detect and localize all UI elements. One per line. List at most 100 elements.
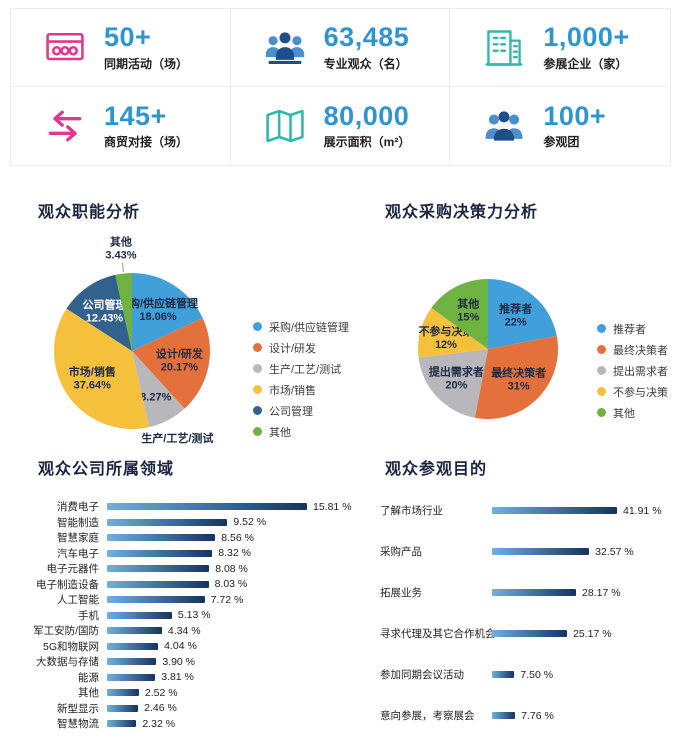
pie-label: 37.64% <box>74 380 112 392</box>
bar-row: 消费电子 15.81 % <box>15 499 360 515</box>
bar-row: 意向参展，考察展会 7.76 % <box>380 695 676 736</box>
pie-label: 18.06% <box>139 311 177 323</box>
group-icon <box>480 104 528 148</box>
legend-dot <box>253 322 262 331</box>
bar-track: 9.52 % <box>107 516 360 528</box>
pie-label: 3.43% <box>105 250 136 262</box>
bar-category-label: 汽车电子 <box>57 547 99 560</box>
bar-track: 32.57 % <box>492 546 676 558</box>
bar-track: 15.81 % <box>107 501 360 513</box>
legend-label: 其他 <box>613 407 635 420</box>
job-function-chart-title: 观众职能分析 <box>38 204 141 221</box>
stat-text: 145+ 商贸对接（场） <box>104 101 188 150</box>
stat-card-events: 50+ 同期活动（场） <box>11 9 231 87</box>
legend-item: 生产/工艺/测试 <box>253 358 349 379</box>
legend-label: 采购/供应链管理 <box>269 321 350 334</box>
bar-row: 人工智能 7.72 % <box>15 592 360 608</box>
pie-label: 推荐者 <box>499 302 532 316</box>
bar-row: 5G和物联网 4.04 % <box>15 639 360 655</box>
legend-dot <box>597 366 606 375</box>
legend-dot <box>253 427 262 436</box>
stat-card-matchmaking: 145+ 商贸对接（场） <box>11 87 231 165</box>
bar-track: 3.90 % <box>107 656 360 668</box>
stat-label: 参观团 <box>543 135 580 150</box>
pie-label: 生产/工艺/测试 <box>141 431 213 445</box>
bar <box>107 596 205 604</box>
audience-icon <box>261 26 309 70</box>
legend-dot <box>253 385 262 394</box>
bar-category-label: 智能制造 <box>57 516 99 529</box>
bar-track: 41.91 % <box>492 505 676 517</box>
legend-label: 推荐者 <box>613 323 646 336</box>
pie-slice <box>418 307 488 358</box>
bar-value: 2.46 % <box>144 702 177 715</box>
industry-chart-title: 观众公司所属领域 <box>38 461 175 478</box>
pie-label: 8.27% <box>140 392 171 404</box>
legend-item: 其他 <box>597 402 668 423</box>
stat-card-visitors: 63,485 专业观众（名） <box>230 9 451 87</box>
bar-row: 大数据与存储 3.90 % <box>15 654 360 670</box>
bar-row: 电子元器件 8.08 % <box>15 561 360 577</box>
bar-row: 参加同期会议活动 7.50 % <box>380 654 676 695</box>
bar-row: 能源 3.81 % <box>15 670 360 686</box>
pie-slice <box>431 279 488 349</box>
legend-dot <box>597 387 606 396</box>
bar-value: 3.90 % <box>162 655 196 668</box>
bar-track: 8.56 % <box>107 532 360 544</box>
bar-track: 3.81 % <box>107 671 360 683</box>
pie-label: 20% <box>445 380 467 392</box>
legend-label: 最终决策者 <box>613 344 668 357</box>
legend-item: 采购/供应链管理 <box>253 316 349 337</box>
bar <box>107 565 210 573</box>
legend-label: 不参与决策 <box>613 386 668 399</box>
bar <box>107 611 172 619</box>
pie-slice <box>132 351 185 428</box>
bar-category-label: 其他 <box>78 687 99 700</box>
pie-slice <box>418 349 488 418</box>
pie-label: 15% <box>457 311 479 323</box>
legend-label: 其他 <box>269 426 291 439</box>
stat-value: 80,000 <box>323 100 410 131</box>
bar-track: 7.50 % <box>492 669 676 681</box>
legend-dot <box>597 345 606 354</box>
bar-row: 了解市场行业 41.91 % <box>380 490 676 531</box>
legend-label: 设计/研发 <box>269 342 317 355</box>
pie-label: 最终决策者 <box>491 366 546 380</box>
pie-slice <box>132 273 203 351</box>
bar-value: 2.52 % <box>144 686 178 699</box>
stat-label: 参展企业（家） <box>543 56 628 71</box>
bar-track: 4.04 % <box>107 640 360 652</box>
bar-category-label: 电子制造设备 <box>36 578 99 591</box>
bar <box>492 630 568 637</box>
pie-label: 20.17% <box>161 361 199 373</box>
bar-track: 2.46 % <box>107 702 360 714</box>
bar-category-label: 新型显示 <box>57 702 99 715</box>
legend-label: 公司管理 <box>269 405 313 418</box>
legend-dot <box>253 364 262 373</box>
bar-category-label: 大数据与存储 <box>36 656 99 669</box>
bar-value: 8.56 % <box>221 531 254 544</box>
legend-item: 公司管理 <box>253 400 349 421</box>
pie-label: 设计/研发 <box>156 346 204 360</box>
pie-label: 市场/销售 <box>69 365 116 379</box>
bar-track: 25.17 % <box>492 628 676 640</box>
bar-row: 汽车电子 8.32 % <box>15 546 360 562</box>
legend-item: 最终决策者 <box>597 339 668 360</box>
stat-label: 展示面积（m²） <box>323 135 411 150</box>
bar-category-label: 能源 <box>78 671 99 684</box>
exchange-icon <box>41 104 89 148</box>
bar-track: 2.52 % <box>107 687 360 699</box>
legend-dot <box>597 408 606 417</box>
pie-label: 提出需求者 <box>429 365 484 379</box>
bar-category-label: 意向参展，考察展会 <box>380 710 475 722</box>
bar-value: 28.17 % <box>582 586 621 599</box>
bar-track: 8.32 % <box>107 547 360 559</box>
stat-value: 100+ <box>543 100 607 131</box>
pie-label: 12% <box>435 339 457 351</box>
stat-label: 专业观众（名） <box>323 56 408 71</box>
bar-value: 15.81 % <box>313 500 352 513</box>
bar-value: 4.04 % <box>164 640 197 653</box>
pie-slice <box>53 308 150 429</box>
